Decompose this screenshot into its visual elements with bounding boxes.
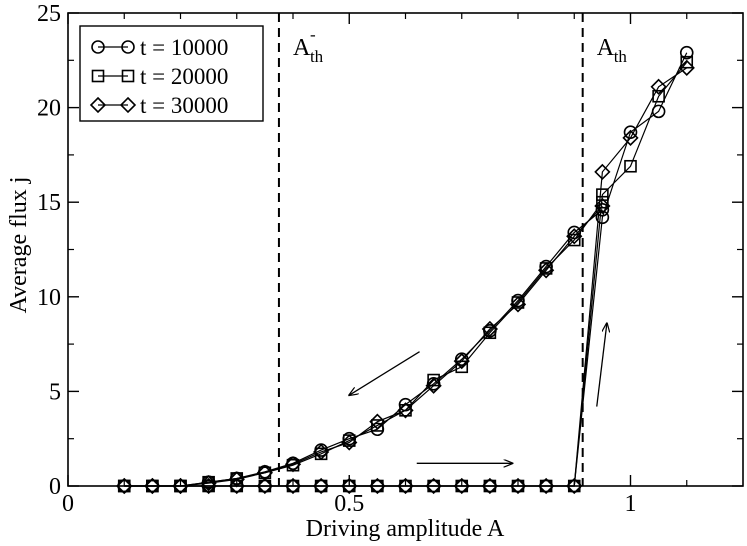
series-circle-down-line (124, 209, 603, 487)
decreasing-branch-arrow (349, 351, 420, 396)
point-diamond-up (622, 129, 639, 147)
legend-marker-diamond (119, 96, 137, 114)
point-diamond-down (397, 402, 414, 419)
point-diamond-down (594, 197, 611, 215)
jump-up-arrow (596, 323, 607, 407)
point-diamond-up (341, 477, 358, 495)
legend-entry-square: t = 20000 (91, 64, 228, 89)
x-tick-label: 1 (625, 491, 637, 517)
threshold-label-1-main: A (293, 35, 311, 61)
legend-label-square: t = 20000 (140, 64, 228, 89)
series-diamond-down-line (124, 205, 603, 487)
legend-entry-diamond: t = 30000 (89, 93, 228, 118)
legend: t = 10000 t = 20000 t = 30000 (79, 25, 264, 122)
legend-marker-circle (121, 40, 135, 54)
point-diamond-down (284, 456, 302, 473)
x-tick-label: 0.5 (334, 491, 364, 517)
y-tick-label: 5 (49, 379, 61, 405)
threshold-label-1-sup: - (310, 25, 316, 44)
point-diamond-up (481, 477, 499, 495)
point-square-up (680, 55, 694, 69)
point-square-down (399, 404, 412, 417)
point-diamond-up (650, 78, 667, 95)
point-diamond-down (509, 296, 527, 313)
y-tick-label: 20 (37, 96, 61, 122)
series-square-up-line (124, 61, 688, 487)
point-diamond-down (116, 477, 133, 495)
point-diamond-up (509, 477, 527, 495)
point-diamond-down (341, 434, 358, 451)
threshold-label-1: A- th (293, 25, 324, 66)
point-diamond-up (678, 59, 695, 76)
point-diamond-up (566, 477, 583, 495)
point-square-up (596, 188, 609, 201)
legend-label-circle: t = 10000 (140, 35, 228, 60)
point-diamond-up (228, 477, 245, 495)
point-diamond-down (425, 377, 442, 394)
point-square-up (624, 159, 637, 173)
point-diamond-up (537, 477, 555, 495)
point-diamond-up (256, 477, 274, 495)
legend-entry-circle: t = 10000 (91, 35, 228, 60)
point-diamond-down (481, 320, 499, 338)
y-tick-label: 15 (37, 190, 61, 216)
point-diamond-up (453, 477, 470, 495)
legend-marker-circle (91, 40, 105, 54)
y-tick-label: 10 (37, 285, 61, 311)
point-diamond-down (453, 352, 470, 370)
point-diamond-up (312, 477, 330, 495)
point-circle-up (595, 210, 610, 225)
point-diamond-up (594, 163, 611, 181)
point-diamond-up (284, 477, 302, 495)
threshold-label-2-main: A (597, 35, 615, 61)
point-square-down (596, 195, 609, 209)
point-diamond-up (425, 477, 442, 495)
x-axis-label: Driving amplitude A (306, 516, 505, 542)
point-diamond-up (397, 477, 414, 495)
point-diamond-down (369, 413, 386, 430)
point-square-down (483, 326, 497, 340)
point-diamond-down (200, 475, 217, 492)
threshold-label-2-sub: th (614, 47, 628, 66)
legend-marker-diamond (89, 96, 107, 114)
legend-marker-square (121, 69, 135, 83)
arrow-layer (349, 323, 607, 463)
point-diamond-down (566, 228, 583, 245)
legend-marker-square (91, 69, 105, 83)
point-circle-up (679, 45, 694, 60)
legend-label-diamond: t = 30000 (140, 93, 228, 118)
point-diamond-down (312, 443, 330, 461)
point-diamond-down (172, 477, 189, 495)
point-diamond-up (369, 477, 386, 495)
series-diamond-up-line (124, 67, 688, 487)
y-tick-label: 0 (49, 474, 61, 500)
point-square-down (567, 233, 581, 247)
point-diamond-down (256, 464, 274, 481)
point-diamond-down (144, 477, 161, 495)
x-tick-label: 0 (62, 491, 74, 517)
threshold-label-1-sub: th (310, 47, 324, 66)
y-tick-label: 25 (37, 1, 61, 27)
series-square-down-line (124, 201, 603, 487)
y-axis-label: Average flux j (6, 177, 32, 314)
point-diamond-down (537, 262, 555, 279)
